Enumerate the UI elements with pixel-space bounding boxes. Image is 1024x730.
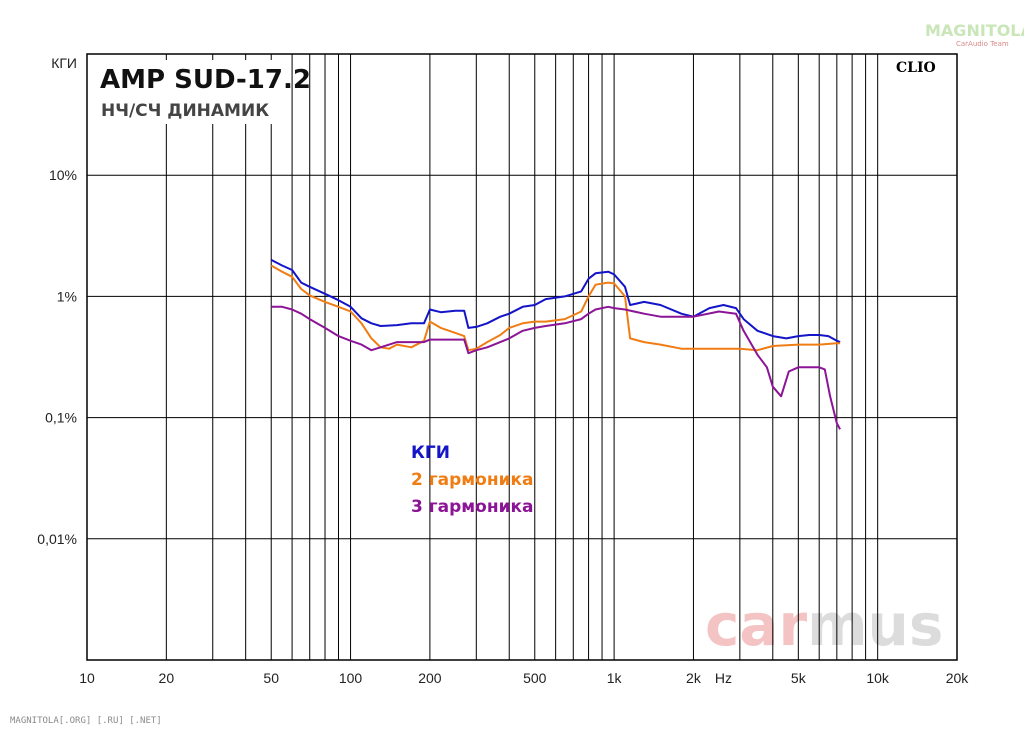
x-tick-labels: 10 20 50 100 200 500 1k 2k 5k 10k 20k: [79, 670, 969, 686]
x-tick-label: 100: [339, 670, 363, 686]
title-block: AMP SUD-17.2 НЧ/СЧ ДИНАМИК: [96, 60, 311, 124]
plot-frame: [86, 53, 958, 661]
carmus-watermark-a: car: [705, 591, 808, 659]
footer-text: MAGNITOLA[.ORG] [.RU] [.NET]: [10, 716, 162, 726]
x-tick-label: 10: [79, 670, 95, 686]
carmus-watermark-b: mus: [807, 591, 943, 659]
x-tick-label: 500: [523, 670, 547, 686]
y-tick-label: 1%: [57, 288, 77, 304]
x-tick-label: 1k: [607, 670, 623, 686]
x-tick-label: 50: [263, 670, 279, 686]
x-tick-label: 10k: [866, 670, 890, 686]
x-tick-label: 5k: [791, 670, 807, 686]
x-tick-label: 200: [418, 670, 442, 686]
legend-item-1: КГИ: [411, 443, 450, 463]
clio-label: CLIO: [896, 60, 936, 76]
chart-subtitle: НЧ/СЧ ДИНАМИК: [101, 101, 269, 121]
y-tick-label: КГИ: [51, 55, 77, 71]
y-tick-label: 10%: [49, 167, 77, 183]
series-line-1: [270, 259, 841, 344]
brand-logo: MAGNITOLA CarAudio Team: [925, 21, 1024, 48]
brand-text: MAGNITOLA: [925, 21, 1024, 40]
title-background: [96, 60, 290, 124]
legend-item-3: 3 гармоника: [411, 497, 534, 517]
series-group: [270, 259, 841, 430]
brand-subtext: CarAudio Team: [956, 40, 1009, 48]
legend: КГИ 2 гармоника 3 гармоника: [411, 443, 534, 517]
y-tick-label: 0,1%: [45, 410, 77, 426]
x-tick-label: 20k: [946, 670, 970, 686]
y-tick-labels: КГИ 10% 1% 0,1% 0,01%: [37, 55, 77, 547]
watermarks: carmus: [705, 591, 943, 659]
series-line-2: [270, 264, 841, 352]
grid: [87, 54, 957, 660]
chart-title: AMP SUD-17.2: [100, 65, 311, 95]
legend-item-2: 2 гармоника: [411, 470, 534, 490]
x-tick-label: 2k: [686, 670, 702, 686]
carmus-watermark: carmus: [705, 591, 943, 659]
x-tick-label: 20: [159, 670, 175, 686]
y-tick-label: 0,01%: [37, 531, 77, 547]
x-unit-label: Hz: [715, 670, 732, 686]
series-line-3: [271, 305, 841, 430]
